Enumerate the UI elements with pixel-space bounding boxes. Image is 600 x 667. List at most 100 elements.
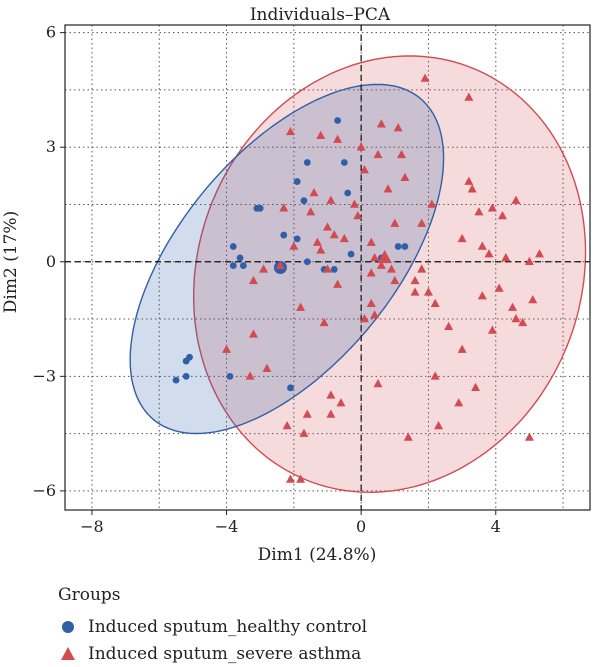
asthma-point <box>518 317 528 327</box>
asthma-point <box>511 195 521 204</box>
asthma-point <box>353 210 363 220</box>
asthma-point <box>498 210 507 220</box>
asthma-point <box>524 432 534 441</box>
asthma-point <box>289 241 299 250</box>
asthma-point <box>403 432 413 441</box>
healthy-point <box>293 178 301 185</box>
asthma-point <box>309 188 319 197</box>
asthma-point <box>383 184 393 193</box>
y-tick-label: 6 <box>46 23 56 42</box>
healthy-point <box>182 372 190 380</box>
asthma-point <box>366 268 376 277</box>
asthma-point <box>285 474 295 483</box>
asthma-point <box>326 195 336 204</box>
legend: Groups Induced sputum_healthy control In… <box>58 585 367 667</box>
asthma-point <box>386 264 396 273</box>
healthy-point <box>236 254 244 262</box>
x-tick-label: −8 <box>80 517 104 536</box>
healthy-point <box>239 262 247 269</box>
asthma-point <box>336 398 346 407</box>
healthy-point <box>330 266 338 273</box>
asthma-point <box>434 420 444 430</box>
y-tick-label: −3 <box>32 366 56 385</box>
healthy-point <box>303 159 311 166</box>
healthy-point <box>344 189 352 197</box>
asthma-point <box>349 199 359 208</box>
asthma-point <box>329 230 339 239</box>
y-axis-label: Dim2 (17%) <box>1 211 21 313</box>
asthma-point <box>430 298 440 308</box>
asthma-point <box>430 371 440 380</box>
asthma-point <box>333 279 343 288</box>
pca-chart: Individuals–PCA −8 −4 0 4 −6 −3 0 3 6 Dim1 (24.8… <box>1 5 591 565</box>
asthma-point <box>356 142 366 151</box>
asthma-point <box>417 218 427 227</box>
x-tick-label: −4 <box>215 517 239 536</box>
y-tick-label: 0 <box>46 252 56 271</box>
asthma-point <box>393 123 403 132</box>
asthma-point <box>487 203 497 212</box>
asthma-point <box>248 329 258 338</box>
asthma-point <box>410 275 420 285</box>
asthma-point <box>511 314 521 323</box>
asthma-point <box>390 275 400 285</box>
healthy-point <box>394 243 402 250</box>
asthma-point <box>423 287 433 296</box>
asthma-point <box>360 314 370 323</box>
y-tick-label: −6 <box>32 481 56 500</box>
asthma-point <box>279 203 289 212</box>
asthma-point <box>397 149 407 159</box>
asthma-point <box>477 291 487 300</box>
asthma-point <box>248 275 258 285</box>
plot-area: −8 −4 0 4 −6 −3 0 3 6 <box>32 23 591 536</box>
healthy-point <box>303 258 311 266</box>
asthma-point <box>373 378 383 388</box>
asthma-point <box>471 382 481 392</box>
asthma-point <box>444 321 454 330</box>
legend-title: Groups <box>58 585 121 605</box>
asthma-point <box>333 134 343 143</box>
asthma-point <box>222 344 232 353</box>
asthma-point <box>339 233 349 243</box>
asthma-point <box>373 149 383 159</box>
asthma-point <box>501 252 511 262</box>
chart-title: Individuals–PCA <box>250 5 391 25</box>
healthy-point <box>347 250 355 258</box>
asthma-point <box>420 73 430 82</box>
asthma-point <box>410 287 420 296</box>
asthma-point <box>285 126 295 136</box>
asthma-point <box>259 264 269 273</box>
asthma-point <box>366 298 376 308</box>
asthma-point <box>487 325 497 334</box>
asthma-point <box>494 283 504 292</box>
asthma-point <box>535 249 545 258</box>
asthma-point <box>323 264 332 273</box>
healthy-point <box>340 159 348 166</box>
asthma-point <box>312 237 322 246</box>
asthma-point <box>390 218 400 227</box>
plot-frame <box>64 24 591 511</box>
x-tick-label: 4 <box>491 517 501 536</box>
healthy-point <box>229 262 237 269</box>
asthma-point <box>457 344 467 353</box>
asthma-point <box>484 249 494 258</box>
asthma-point <box>245 371 255 380</box>
asthma-point <box>370 310 380 319</box>
healthy-point <box>172 376 180 384</box>
legend-item-healthy: Induced sputum_healthy control <box>58 613 367 640</box>
x-tick-label: 0 <box>356 517 366 536</box>
asthma-point <box>417 264 427 273</box>
x-axis-label: Dim1 (24.8%) <box>258 545 377 565</box>
asthma-point <box>326 390 336 399</box>
legend-label-asthma: Induced sputum_severe asthma <box>88 643 362 664</box>
asthma-point <box>319 317 329 327</box>
asthma-point <box>376 260 386 269</box>
asthma-point <box>454 398 464 407</box>
asthma-centroid <box>377 249 392 264</box>
healthy-point <box>293 235 301 243</box>
healthy-point <box>229 243 237 250</box>
asthma-point <box>528 294 538 304</box>
asthma-point <box>360 165 370 174</box>
healthy-point <box>253 204 261 212</box>
asthma-point <box>464 92 474 101</box>
